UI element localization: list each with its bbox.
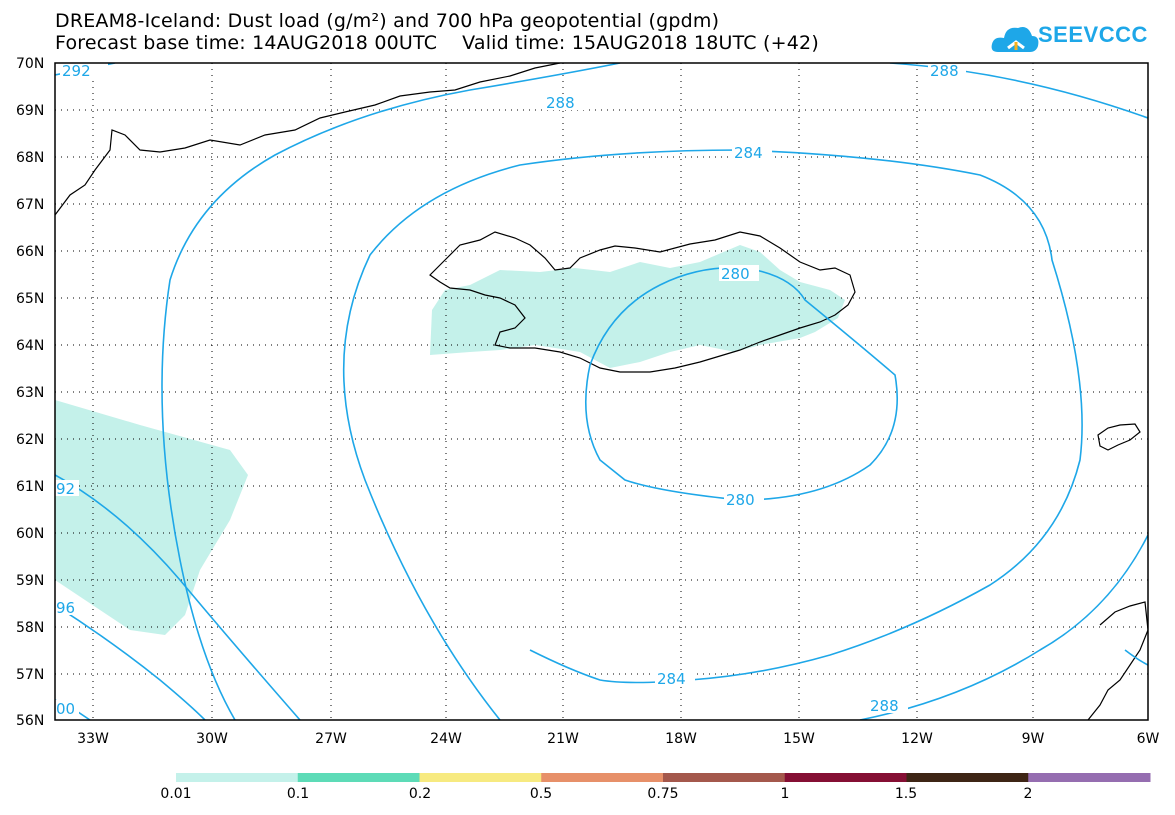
contour-label-284-north: 284 <box>734 144 763 162</box>
lon-label-15w: 15W <box>783 731 815 747</box>
colorbar-swatch-4 <box>663 773 786 782</box>
lat-label-61n: 61N <box>16 479 44 495</box>
contour-296 <box>55 604 206 720</box>
lat-label-68n: 68N <box>16 150 44 166</box>
lat-label-60n: 60N <box>16 526 44 542</box>
contour-label-288-south: 288 <box>870 697 899 715</box>
contour-label-288-north: 288 <box>546 94 575 112</box>
lon-label-30w: 30W <box>196 731 228 747</box>
dust-region-iceland <box>430 245 845 368</box>
lat-label-69n: 69N <box>16 103 44 119</box>
lon-label-27w: 27W <box>315 731 347 747</box>
map-title: DREAM8-Iceland: Dust load (g/m²) and 700… <box>55 10 720 32</box>
longitude-labels: 33W 30W 27W 24W 21W 18W 15W 12W 9W 6W <box>77 731 1159 747</box>
contour-labels: 292 288 288 284 280 280 284 288 92 96 00 <box>55 62 966 718</box>
contour-292-south <box>55 474 301 720</box>
map-subtitle: Forecast base time: 14AUG2018 00UTC Vali… <box>55 32 819 54</box>
map-frame <box>54 62 1149 721</box>
coastline-iceland <box>429 231 856 373</box>
contour-label-280-north: 280 <box>721 265 750 283</box>
lon-label-9w: 9W <box>1022 731 1045 747</box>
lat-label-64n: 64N <box>16 338 44 354</box>
lat-label-66n: 66N <box>16 244 44 260</box>
contour-label-296-west: 96 <box>56 599 75 617</box>
lat-label-57n: 57N <box>16 667 44 683</box>
lat-label-70n: 70N <box>16 56 44 72</box>
lon-label-33w: 33W <box>77 731 109 747</box>
contour-label-300-west: 00 <box>56 700 75 718</box>
lat-label-65n: 65N <box>16 291 44 307</box>
lat-label-59n: 59N <box>16 573 44 589</box>
lon-label-6w: 6W <box>1137 731 1160 747</box>
lon-label-24w: 24W <box>430 731 462 747</box>
lat-label-62n: 62N <box>16 432 44 448</box>
colorbar <box>176 773 1151 782</box>
colorbar-label-4: 0.75 <box>647 786 679 802</box>
colorbar-swatch-1 <box>297 773 420 782</box>
colorbar-swatch-7 <box>1028 773 1151 782</box>
cloud-icon <box>991 27 1039 52</box>
lat-label-67n: 67N <box>16 197 44 213</box>
coastlines <box>55 63 1148 720</box>
contour-label-288-ne: 288 <box>930 62 959 80</box>
lat-label-63n: 63N <box>16 385 44 401</box>
contour-label-284-south: 284 <box>657 670 686 688</box>
colorbar-swatch-6 <box>906 773 1029 782</box>
lon-label-12w: 12W <box>901 731 933 747</box>
lon-label-21w: 21W <box>547 731 579 747</box>
contour-label-280-south: 280 <box>726 491 755 509</box>
colorbar-label-5: 1 <box>780 786 790 802</box>
contour-east-small <box>1124 649 1148 666</box>
contour-label-292-west: 92 <box>56 480 75 498</box>
coastline-greenland <box>55 63 561 216</box>
dust-region-west <box>55 400 248 635</box>
colorbar-swatch-3 <box>541 773 664 782</box>
colorbar-label-3: 0.5 <box>529 786 553 802</box>
graticule <box>55 63 1148 720</box>
colorbar-label-0: 0.01 <box>160 786 192 802</box>
lat-label-56n: 56N <box>16 713 44 729</box>
colorbar-swatch-2 <box>419 773 542 782</box>
contour-288-outer <box>161 63 621 720</box>
contour-288-ne <box>889 63 1148 119</box>
latitude-labels: 70N 69N 68N 67N 66N 65N 64N 63N 62N 61N … <box>16 56 44 729</box>
coastline-faroe <box>1097 423 1141 451</box>
colorbar-label-1: 0.1 <box>286 786 310 802</box>
colorbar-swatch-0 <box>176 773 299 782</box>
lat-label-58n: 58N <box>16 620 44 636</box>
contour-284 <box>342 149 1083 720</box>
colorbar-label-7: 2 <box>1023 786 1033 802</box>
colorbar-label-2: 0.2 <box>408 786 432 802</box>
contour-288-main <box>859 534 1148 720</box>
coastline-scotland <box>1087 601 1148 720</box>
colorbar-swatch-5 <box>784 773 907 782</box>
contour-label-292-north: 292 <box>62 62 91 80</box>
colorbar-label-6: 1.5 <box>894 786 918 802</box>
dust-layer <box>55 245 845 635</box>
logo-text: SEEVCCC <box>1038 22 1148 47</box>
lon-label-18w: 18W <box>665 731 697 747</box>
contour-280 <box>585 266 898 501</box>
